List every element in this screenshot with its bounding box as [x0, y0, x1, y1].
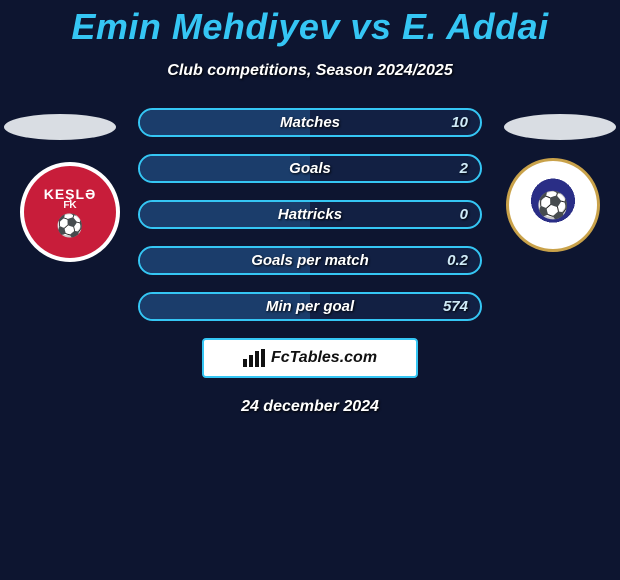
right-shadow-ellipse — [504, 114, 616, 140]
stat-value: 574 — [443, 294, 468, 319]
left-team-badge: KEŞLƏ FK ⚽ — [20, 162, 120, 262]
stat-bar: Min per goal 574 — [138, 292, 482, 321]
stat-value: 10 — [451, 110, 468, 135]
soccer-ball-icon: ⚽ — [537, 190, 569, 221]
brand-text: FcTables.com — [271, 349, 377, 367]
stat-value: 0.2 — [447, 248, 468, 273]
date-label: 24 december 2024 — [0, 398, 620, 416]
stat-value: 2 — [460, 156, 468, 181]
stats-bars: Matches 10 Goals 2 Hattricks 0 Goals per… — [138, 108, 482, 321]
stat-label: Min per goal — [140, 294, 480, 319]
stat-bar: Goals 2 — [138, 154, 482, 183]
left-shadow-ellipse — [4, 114, 116, 140]
stat-bar: Matches 10 — [138, 108, 482, 137]
stat-bar: Goals per match 0.2 — [138, 246, 482, 275]
stat-label: Goals per match — [140, 248, 480, 273]
left-team-sub: FK — [63, 200, 76, 211]
stat-value: 0 — [460, 202, 468, 227]
page-subtitle: Club competitions, Season 2024/2025 — [0, 62, 620, 80]
stat-bar: Hattricks 0 — [138, 200, 482, 229]
comparison-panel: KEŞLƏ FK ⚽ ⚽ Matches 10 Goals 2 Hattrick… — [0, 108, 620, 416]
bar-chart-icon — [243, 349, 265, 367]
page-title: Emin Mehdiyev vs E. Addai — [0, 0, 620, 48]
stat-label: Hattricks — [140, 202, 480, 227]
soccer-ball-icon: ⚽ — [56, 213, 83, 239]
stat-label: Matches — [140, 110, 480, 135]
right-team-badge: ⚽ — [506, 158, 600, 252]
stat-label: Goals — [140, 156, 480, 181]
brand-box: FcTables.com — [202, 338, 418, 378]
